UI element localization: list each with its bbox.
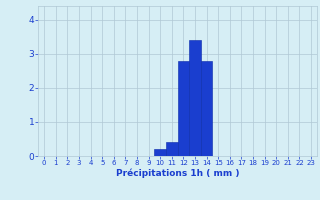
X-axis label: Précipitations 1h ( mm ): Précipitations 1h ( mm ) bbox=[116, 169, 239, 178]
Bar bbox=[189, 40, 201, 156]
Bar bbox=[166, 142, 178, 156]
Bar bbox=[201, 61, 212, 156]
Bar bbox=[155, 149, 166, 156]
Bar bbox=[178, 61, 189, 156]
